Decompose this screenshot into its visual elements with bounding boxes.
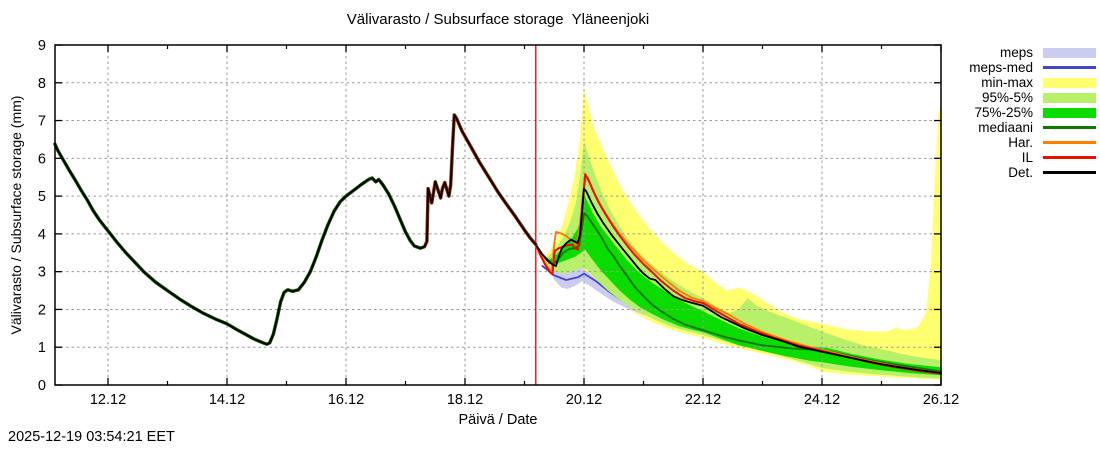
y-tick-label: 3 [38,265,46,281]
series-history-underlay-red [423,113,538,249]
legend-swatch-line [1043,141,1096,144]
legend-swatch-band [1043,92,1096,103]
series-har [534,176,942,374]
series-history-det [54,114,537,346]
chart-title: Välivarasto / Subsurface storage Yläneen… [346,11,650,28]
legend-label: 95%-5% [981,90,1033,105]
legend-swatch-line [1043,126,1096,129]
legend-label: meps-med [969,60,1033,75]
legend-swatch-band [1043,47,1096,58]
band-75-25 [548,194,941,376]
legend: meps meps-med min-max 95%-5% 75%-25% mediaani… [969,45,1096,180]
timestamp: 2025-12-19 03:54:21 EET [8,429,175,445]
legend-label: Har. [1008,135,1033,150]
legend-swatch-band [1043,107,1096,118]
x-tick-label: 26.12 [923,392,959,408]
y-tick-label: 5 [38,189,46,205]
legend-item-det-: Det. [969,165,1096,180]
y-tick-label: 8 [38,76,46,92]
legend-label: Det. [1008,165,1033,180]
legend-item-95-5-: 95%-5% [969,90,1096,105]
legend-label: mediaani [978,120,1033,135]
x-tick-label: 18.12 [447,392,483,408]
legend-swatch-line [1043,66,1096,69]
legend-swatch-band [1043,77,1096,88]
plot-border [54,44,942,386]
series-mediaani [534,212,942,373]
legend-item-min-max: min-max [969,75,1096,90]
legend-swatch-line [1043,171,1096,174]
legend-label: 75%-25% [974,105,1033,120]
y-tick-label: 0 [38,378,46,394]
x-tick-label: 14.12 [209,392,245,408]
legend-label: meps [999,45,1033,60]
x-tick-label: 20.12 [566,392,602,408]
y-tick-label: 4 [38,227,46,243]
y-tick-label: 7 [38,114,46,130]
y-tick-label: 6 [38,151,46,167]
legend-label: min-max [981,75,1033,90]
legend-item-il: IL [969,150,1096,165]
legend-item-75-25-: 75%-25% [969,105,1096,120]
series-det-forecast [534,187,942,374]
x-tick-label: 22.12 [685,392,721,408]
legend-item-meps: meps [969,45,1096,60]
x-axis-title: Päivä / Date [458,412,538,428]
x-tick-label: 16.12 [328,392,364,408]
y-tick-label: 9 [38,38,46,54]
legend-item-mediaani: mediaani [969,120,1096,135]
x-tick-label: 12.12 [90,392,126,408]
y-tick-label: 2 [38,302,46,318]
legend-item-har-: Har. [969,135,1096,150]
legend-swatch-line [1043,156,1096,159]
legend-item-meps-med: meps-med [969,60,1096,75]
x-tick-label: 24.12 [804,392,840,408]
y-tick-label: 1 [38,340,46,356]
legend-label: IL [1021,150,1033,165]
